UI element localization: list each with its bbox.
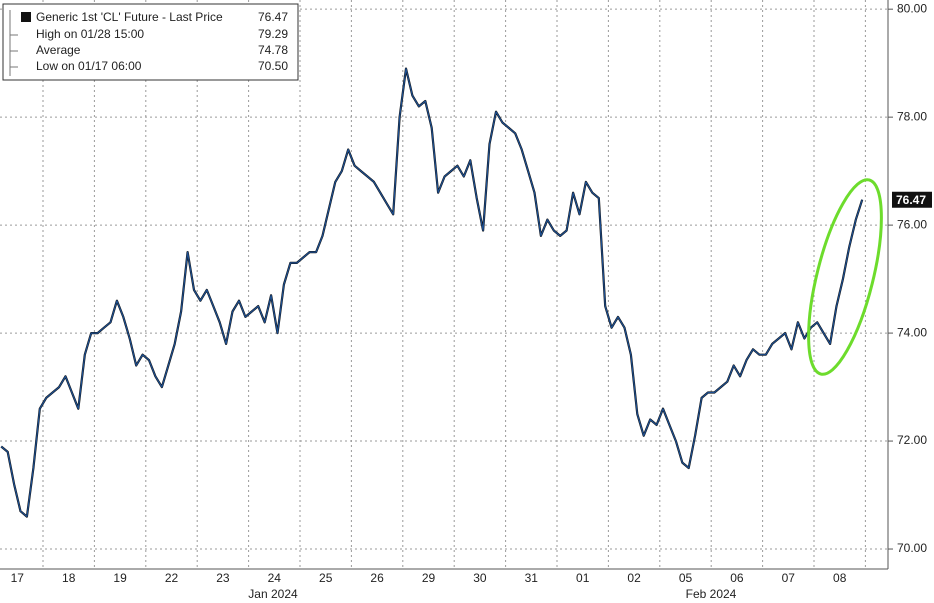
x-tick-label: 06 [730,571,744,585]
x-tick-label: 29 [422,571,436,585]
y-tick-label: 70.00 [897,541,927,555]
plot [0,67,864,518]
x-tick-label: 05 [679,571,693,585]
y-tick-label: 78.00 [897,109,927,123]
legend-label: Average [36,43,81,57]
x-tick-label: 25 [319,571,333,585]
legend-value: 79.29 [258,27,288,41]
legend-swatch [21,12,31,22]
last-price-label: 76.47 [896,193,926,207]
y-tick-label: 74.00 [897,325,927,339]
x-tick-label: 07 [782,571,796,585]
legend-value: 70.50 [258,59,288,73]
x-tick-label: 17 [11,571,25,585]
legend-tree [9,10,18,76]
price-line [0,68,863,518]
legend-value: 76.47 [258,10,288,24]
legend: Generic 1st 'CL' Future - Last Price 76.… [2,3,299,81]
x-tick-label: 08 [833,571,847,585]
legend-label: Low on 01/17 06:00 [36,59,142,73]
y-tick-label: 72.00 [897,433,927,447]
legend-box [2,3,299,81]
legend-label: High on 01/28 15:00 [36,27,144,41]
y-tick-label: 76.00 [897,217,927,231]
grid [0,0,888,569]
highlight-ellipse [807,178,883,376]
x-tick-label: 30 [473,571,487,585]
x-tick-label: 19 [113,571,127,585]
y-tick-label: 80.00 [897,1,927,15]
x-tick-label: 02 [627,571,641,585]
month-label: Jan 2024 [248,587,298,601]
x-tick-label: 23 [216,571,230,585]
legend-title: Generic 1st 'CL' Future - Last Price [36,10,223,24]
x-tick-label: 31 [525,571,539,585]
x-tick-label: 18 [62,571,76,585]
legend-value: 74.78 [258,43,288,57]
x-tick-label: 24 [268,571,282,585]
x-tick-label: 26 [370,571,384,585]
x-tick-label: 22 [165,571,179,585]
x-tick-label: 01 [576,571,590,585]
month-label: Feb 2024 [686,587,737,601]
last-price-tag [892,191,932,208]
